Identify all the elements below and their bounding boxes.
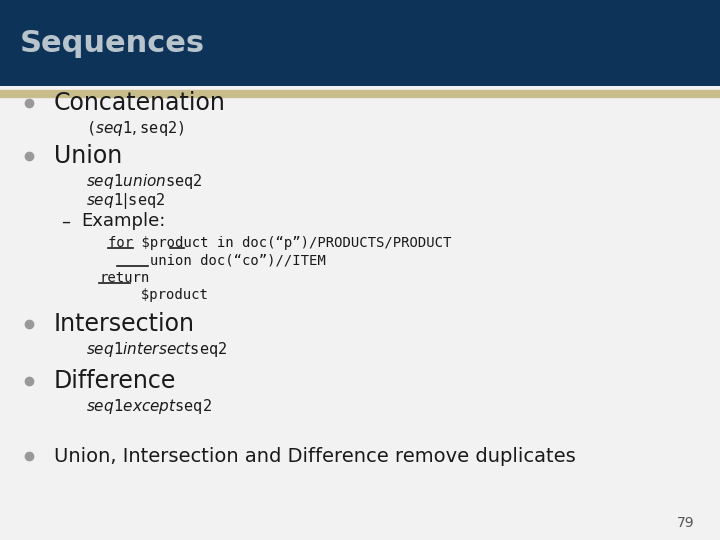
Text: $product: $product bbox=[99, 288, 208, 302]
Text: Union, Intersection and Difference remove duplicates: Union, Intersection and Difference remov… bbox=[54, 447, 576, 466]
Text: union doc(“co”)//ITEM: union doc(“co”)//ITEM bbox=[108, 253, 325, 267]
Text: 79: 79 bbox=[678, 516, 695, 530]
Text: return: return bbox=[99, 271, 150, 285]
Text: Union: Union bbox=[54, 144, 122, 167]
Bar bbox=[0, 0, 720, 86]
Text: for $product in doc(“p”)/PRODUCTS/PRODUCT: for $product in doc(“p”)/PRODUCTS/PRODUC… bbox=[108, 236, 451, 250]
Text: Difference: Difference bbox=[54, 369, 176, 393]
Text: Example:: Example: bbox=[81, 212, 166, 231]
Text: $seq1 except $seq2: $seq1 except $seq2 bbox=[86, 396, 212, 416]
Text: –: – bbox=[61, 212, 70, 231]
Text: $seq1 union $seq2: $seq1 union $seq2 bbox=[86, 172, 203, 192]
Text: Sequences: Sequences bbox=[20, 29, 205, 58]
Text: $seq1 intersect $seq2: $seq1 intersect $seq2 bbox=[86, 340, 228, 360]
Text: Concatenation: Concatenation bbox=[54, 91, 226, 114]
Text: $seq1 | $seq2: $seq1 | $seq2 bbox=[86, 191, 166, 211]
Text: ($seq1, $seq2): ($seq1, $seq2) bbox=[86, 119, 185, 138]
Text: Intersection: Intersection bbox=[54, 312, 195, 336]
